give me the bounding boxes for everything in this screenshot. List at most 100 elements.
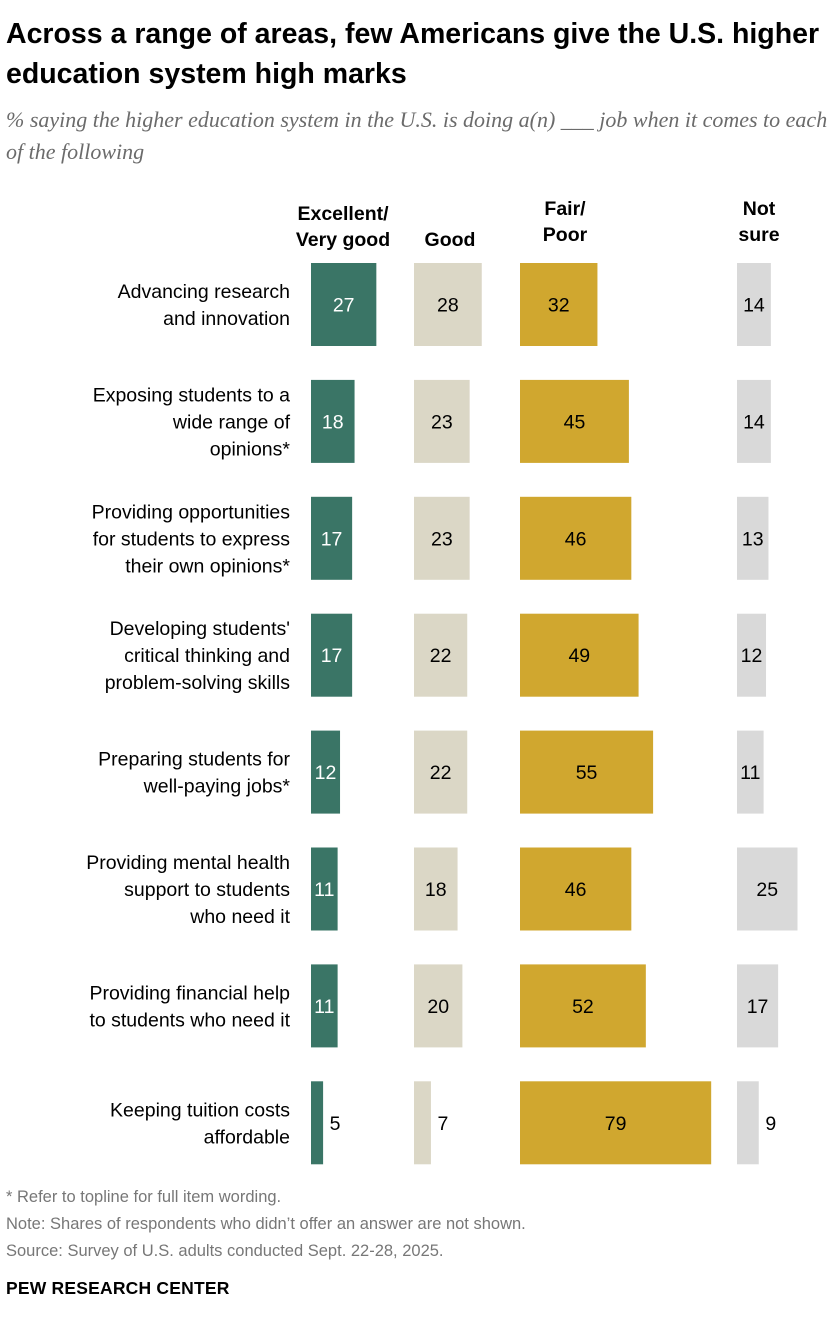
category-label: wide range of <box>172 411 291 433</box>
value-label-excellent: 12 <box>315 762 337 784</box>
header-excellent: Excellent/ Very good <box>282 201 404 253</box>
category-label: Providing financial help <box>89 982 290 1004</box>
header-good: Good <box>410 227 490 253</box>
value-label-good: 7 <box>438 1113 449 1135</box>
footnote-asterisk: * Refer to topline for full item wording… <box>6 1188 282 1206</box>
bar-fair <box>520 379 629 463</box>
bar-excellent <box>311 964 338 1048</box>
bar-notsure <box>737 1081 759 1165</box>
category-label: affordable <box>204 1126 290 1148</box>
bar-fair <box>520 1081 712 1165</box>
value-label-good: 18 <box>425 879 447 901</box>
bar-excellent <box>311 613 353 697</box>
bar-excellent <box>311 1081 324 1165</box>
bar-good <box>414 1081 431 1165</box>
value-label-good: 20 <box>427 996 449 1018</box>
bar-notsure <box>737 613 767 697</box>
value-label-fair: 52 <box>572 996 594 1018</box>
bar-fair <box>520 964 646 1048</box>
bar-excellent <box>311 379 355 463</box>
bar-excellent <box>311 730 341 814</box>
value-label-notsure: 17 <box>747 996 769 1018</box>
footnote-source: Source: Survey of U.S. adults conducted … <box>6 1242 444 1260</box>
value-label-notsure: 13 <box>742 528 764 550</box>
bar-excellent <box>311 496 353 580</box>
category-label: their own opinions* <box>125 555 290 577</box>
category-label: Providing opportunities <box>92 501 291 523</box>
value-label-good: 23 <box>431 528 453 550</box>
bar-notsure <box>737 847 798 931</box>
bar-notsure <box>737 496 769 580</box>
category-label: opinions* <box>210 438 291 460</box>
bar-good <box>414 263 482 346</box>
category-label: and innovation <box>163 308 290 330</box>
chart-subtitle: % saying the higher education system in … <box>6 107 828 164</box>
category-label: critical thinking and <box>124 645 290 667</box>
header-notsure: Not sure <box>724 196 794 248</box>
header-excellent-line2: Very good <box>295 229 391 251</box>
value-label-fair: 32 <box>548 295 570 317</box>
bar-notsure <box>737 263 771 346</box>
value-label-fair: 45 <box>564 411 586 433</box>
category-label: for students to express <box>93 528 291 550</box>
header-notsure-line2: sure <box>738 224 780 246</box>
value-label-excellent: 11 <box>314 996 334 1018</box>
header-fair: Fair/ Poor <box>520 196 610 248</box>
header-good-line1: Good <box>424 229 476 251</box>
value-label-excellent: 18 <box>322 411 344 433</box>
brand-logo-text: PEW RESEARCH CENTER <box>6 1278 230 1298</box>
bar-fair <box>520 613 639 697</box>
value-label-notsure: 12 <box>741 645 763 667</box>
bar-fair <box>520 496 632 580</box>
bar-notsure <box>737 964 779 1048</box>
value-label-excellent: 5 <box>330 1113 341 1135</box>
value-label-fair: 55 <box>576 762 598 784</box>
bar-notsure <box>737 379 771 463</box>
bar-notsure <box>737 730 764 814</box>
header-notsure-line1: Not <box>742 198 776 220</box>
bar-good <box>414 730 468 814</box>
bar-fair <box>520 730 654 814</box>
bar-fair <box>520 263 598 346</box>
value-label-fair: 49 <box>568 645 590 667</box>
value-label-notsure: 11 <box>740 762 760 784</box>
value-label-excellent: 17 <box>321 645 343 667</box>
value-label-fair: 46 <box>565 879 587 901</box>
category-label: Providing mental health <box>86 852 290 874</box>
bar-good <box>414 847 458 931</box>
value-label-excellent: 27 <box>333 295 355 317</box>
value-label-fair: 46 <box>565 528 587 550</box>
value-label-notsure: 14 <box>743 411 765 433</box>
value-label-excellent: 11 <box>314 879 334 901</box>
category-label: to students who need it <box>89 1009 290 1031</box>
category-label: Preparing students for <box>98 749 290 771</box>
value-label-notsure: 9 <box>765 1113 776 1135</box>
bar-excellent <box>311 263 377 346</box>
bar-chart: Advancing research and innovation 27 28 32 14… <box>86 263 798 1165</box>
category-label: Keeping tuition costs <box>110 1099 290 1121</box>
bar-good <box>414 613 468 697</box>
header-fair-line1: Fair/ <box>544 198 586 220</box>
category-label: problem-solving skills <box>105 672 291 694</box>
value-label-notsure: 25 <box>756 879 778 901</box>
bar-excellent <box>311 847 338 931</box>
category-label: Exposing students to a <box>93 384 290 406</box>
value-label-fair: 79 <box>605 1113 627 1135</box>
value-label-excellent: 17 <box>321 528 343 550</box>
footnote-note: Note: Shares of respondents who didn’t o… <box>6 1215 526 1233</box>
bar-good <box>414 379 470 463</box>
value-label-good: 28 <box>437 295 459 317</box>
bar-good <box>414 496 470 580</box>
category-label: Developing students' <box>110 618 290 640</box>
category-label: Advancing research <box>118 281 290 303</box>
value-label-notsure: 14 <box>743 295 765 317</box>
category-label: well-paying jobs* <box>143 776 291 798</box>
chart-title: Across a range of areas, few Americans g… <box>6 18 820 90</box>
bar-fair <box>520 847 632 931</box>
value-label-good: 23 <box>431 411 453 433</box>
category-label: support to students <box>124 879 290 901</box>
category-label: who need it <box>189 906 290 928</box>
header-excellent-line1: Excellent/ <box>297 203 389 225</box>
header-fair-line2: Poor <box>542 224 588 246</box>
value-label-good: 22 <box>430 762 452 784</box>
